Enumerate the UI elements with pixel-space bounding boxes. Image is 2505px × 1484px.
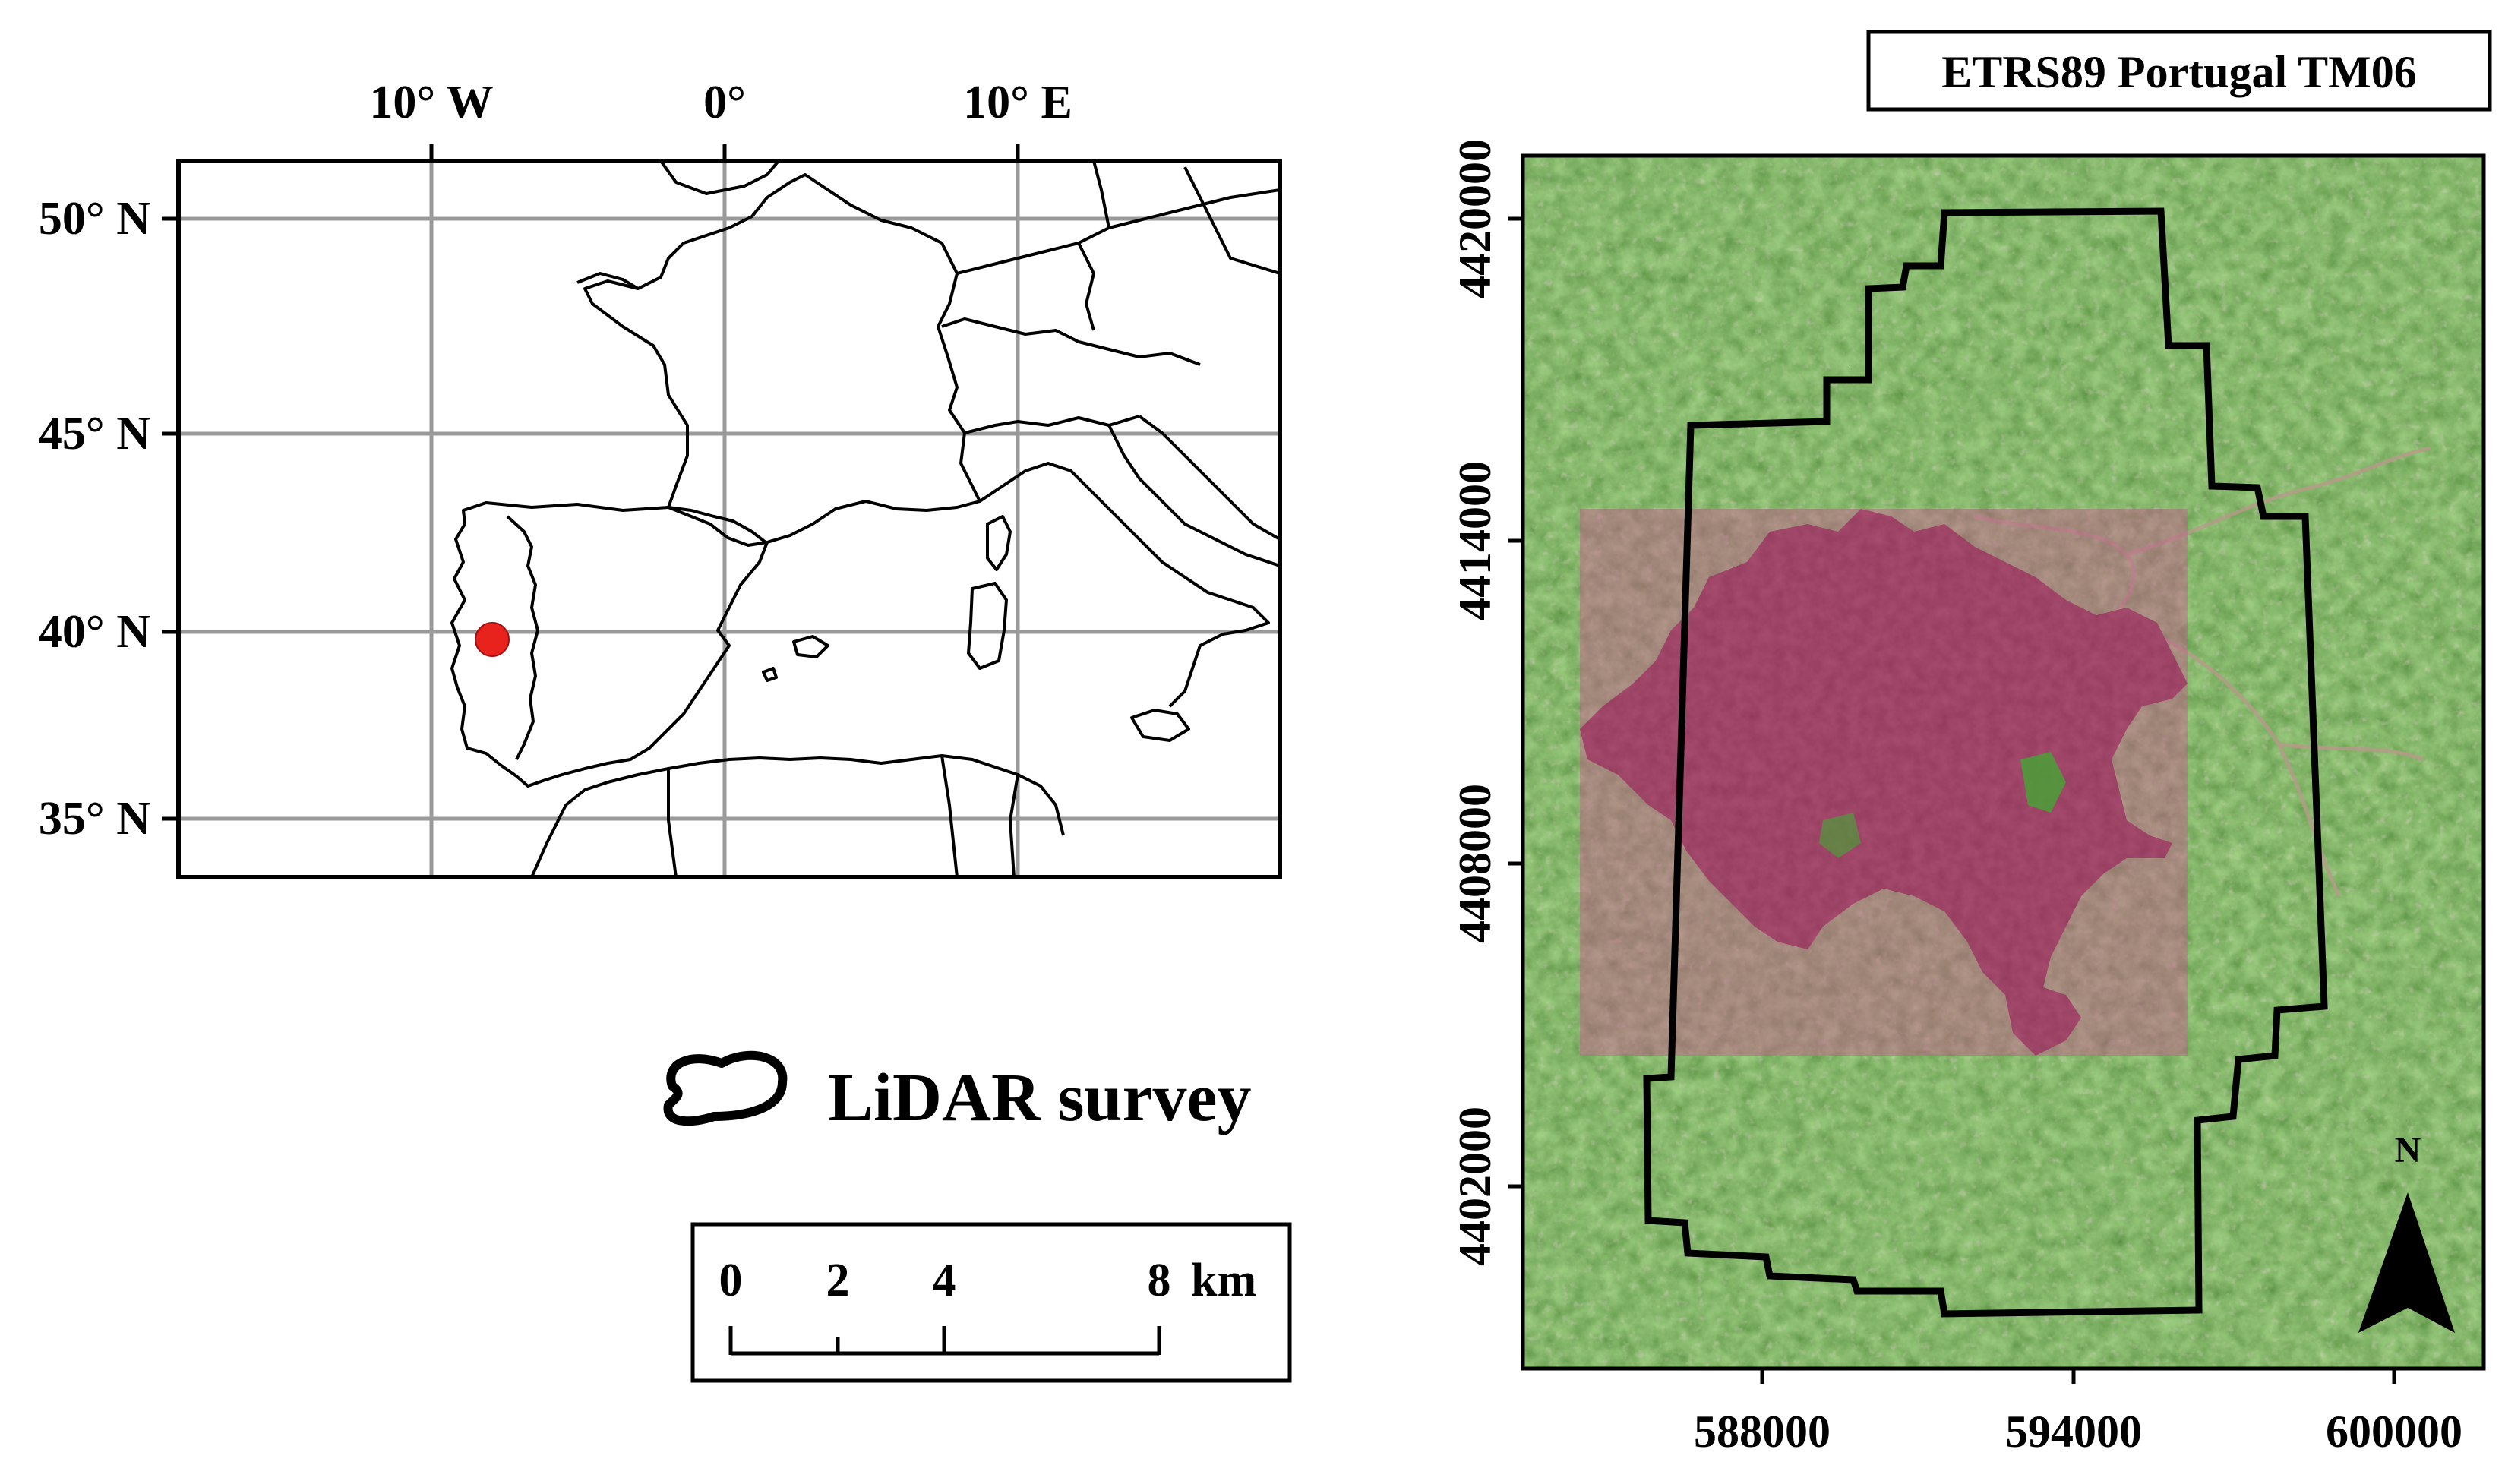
- lon-label-10w: 10° W: [369, 77, 493, 128]
- inset-map: 10° W 0° 10° E 50° N 45° N 40° N 35° N: [39, 77, 1282, 879]
- lon-label-10e: 10° E: [963, 77, 1072, 128]
- sardinia: [967, 582, 1008, 670]
- unburned-patch: [1819, 813, 1861, 858]
- crs-label: ETRS89 Portugal TM06: [1941, 47, 2417, 97]
- lidar-survey-boundary: [1643, 207, 2328, 1318]
- legend: LiDAR survey: [663, 1050, 1252, 1135]
- scale-unit: km: [1191, 1255, 1256, 1306]
- crs-box-frame: [1866, 30, 2492, 112]
- legend-label: LiDAR survey: [828, 1060, 1252, 1135]
- scale-tick-2: 2: [826, 1255, 850, 1306]
- satellite-map: 4420000 4414000 4408000 4402000 588000 5…: [1450, 139, 2486, 1457]
- scale-tick-0: 0: [719, 1255, 743, 1306]
- north-africa-coast: [530, 754, 1065, 877]
- easting-label-600000: 600000: [2326, 1407, 2462, 1457]
- burned-area-texture: [1580, 509, 2188, 1056]
- northing-label-4414000: 4414000: [1450, 461, 1500, 620]
- central-europe-borders: [956, 161, 1280, 331]
- scale-bar-line: [728, 1326, 1161, 1356]
- scale-bar: 0 2 4 8 km: [690, 1222, 1292, 1383]
- france-outline: [583, 173, 981, 544]
- unburned-patch: [2020, 752, 2066, 813]
- crs-box: ETRS89 Portugal TM06: [1866, 30, 2492, 112]
- lat-label-35n: 35° N: [39, 793, 150, 845]
- portugal-border: [506, 515, 539, 760]
- inset-ticks: [162, 144, 1020, 821]
- inset-coastlines: [450, 161, 1280, 877]
- study-site-marker: [475, 622, 510, 657]
- north-arrow-icon: N: [2358, 1130, 2455, 1333]
- main-map-ticks: [1508, 216, 2396, 1384]
- africa-borders: [667, 755, 1019, 877]
- corsica: [986, 515, 1012, 571]
- inset-map-frame: [176, 159, 1282, 879]
- adriatic-coast: [1138, 415, 1280, 541]
- easting-label-588000: 588000: [1694, 1407, 1831, 1457]
- sicily: [1130, 709, 1190, 742]
- lat-label-45n: 45° N: [39, 408, 150, 459]
- lat-label-50n: 50° N: [39, 193, 150, 245]
- northing-label-4402000: 4402000: [1450, 1107, 1500, 1266]
- north-arrow-label: N: [2395, 1130, 2421, 1170]
- iberia-outline: [450, 501, 769, 788]
- satellite-map-frame: [1521, 153, 2486, 1371]
- northing-label-4420000: 4420000: [1450, 139, 1500, 298]
- uk-coast: [576, 161, 780, 290]
- northing-label-4408000: 4408000: [1450, 784, 1500, 943]
- scale-tick-8: 8: [1148, 1255, 1171, 1306]
- scale-tick-4: 4: [933, 1255, 956, 1306]
- outline-polygon-icon: [663, 1050, 788, 1126]
- pyrenees-border: [668, 506, 767, 544]
- easting-label-594000: 594000: [2005, 1407, 2142, 1457]
- balearics: [762, 635, 829, 682]
- italy-outline: [978, 425, 1280, 708]
- lon-label-0: 0°: [703, 77, 746, 128]
- lat-label-40n: 40° N: [39, 606, 150, 658]
